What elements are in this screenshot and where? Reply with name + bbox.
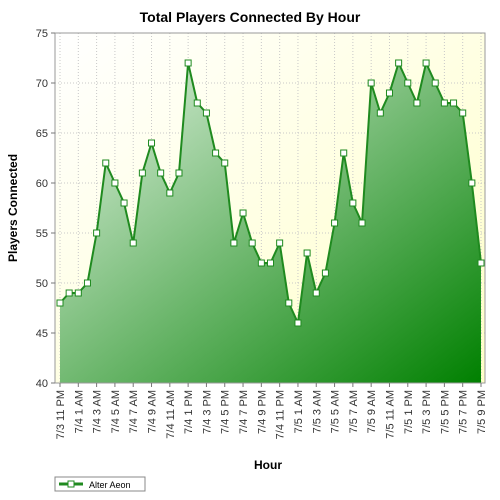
series-area-alter-aeon (60, 63, 481, 383)
data-point (267, 259, 274, 267)
plot-border (54, 32, 486, 384)
data-point (193, 99, 201, 107)
data-point (129, 239, 137, 247)
data-point (166, 189, 174, 197)
x-tick-label: 7/4 5 AM (110, 390, 122, 433)
y-tick-label: 40 (36, 378, 48, 390)
y-tick-label: 45 (36, 328, 48, 340)
x-tick-label: 7/5 5 PM (439, 390, 451, 434)
y-tick-label: 65 (36, 128, 48, 140)
data-point (413, 99, 421, 107)
y-axis-label: Players Connected (6, 154, 20, 262)
y-tick-label: 55 (36, 228, 48, 240)
data-point (477, 259, 485, 267)
data-points (56, 59, 485, 327)
data-point (111, 179, 119, 187)
data-point (303, 249, 311, 257)
data-point (358, 219, 366, 227)
data-point (184, 59, 192, 67)
data-point (230, 239, 238, 247)
legend-marker (67, 480, 75, 488)
data-point (175, 169, 183, 177)
x-tick-label: 7/3 11 PM (55, 390, 67, 439)
data-point (257, 259, 265, 267)
data-point (276, 239, 284, 247)
x-tick-label: 7/5 9 AM (366, 390, 378, 433)
data-point (431, 79, 439, 87)
data-point (349, 199, 357, 207)
y-tick-label: 75 (36, 28, 48, 40)
x-tick-label: 7/4 9 PM (256, 390, 268, 434)
x-tick-label: 7/4 9 AM (147, 390, 159, 433)
data-point (120, 199, 128, 207)
legend: Alter Aeon (54, 476, 146, 492)
x-tick-label: 7/5 7 AM (348, 390, 360, 433)
x-tick-label: 7/5 5 AM (330, 390, 342, 433)
data-point (285, 299, 293, 307)
data-point (157, 169, 165, 177)
x-tick-label: 7/4 1 PM (183, 390, 195, 434)
data-point (212, 149, 220, 157)
data-point (138, 169, 146, 177)
y-tick-label: 50 (36, 278, 48, 290)
data-point (102, 159, 110, 167)
x-axis: 7/3 11 PM 7/4 1 AM 7/4 3 AM 7/4 5 AM 7/4 7 A… (55, 383, 488, 439)
x-tick-label: 7/5 1 AM (293, 390, 305, 433)
data-point (294, 319, 302, 327)
data-point (148, 139, 156, 147)
x-tick-label: 7/4 5 PM (220, 390, 232, 434)
y-tick-label: 60 (36, 178, 48, 190)
x-axis-label: Hour (254, 458, 282, 472)
data-point (404, 79, 412, 87)
x-tick-label: 7/5 3 PM (421, 390, 433, 434)
data-point (248, 239, 256, 247)
y-tick-label: 70 (36, 78, 48, 90)
data-point (422, 59, 430, 67)
data-point (221, 159, 229, 167)
x-tick-label: 7/4 3 PM (201, 390, 213, 434)
x-tick-label: 7/5 7 PM (458, 390, 470, 434)
data-point (312, 289, 320, 297)
x-tick-label: 7/5 11 AM (384, 390, 396, 439)
data-point (93, 229, 101, 237)
data-point (321, 269, 329, 277)
plot-area (54, 32, 486, 384)
data-point (367, 79, 375, 87)
x-tick-label: 7/5 1 PM (403, 390, 415, 434)
data-point (239, 209, 247, 217)
data-point (385, 89, 393, 97)
x-tick-label: 7/5 3 AM (311, 390, 323, 433)
data-point (440, 99, 448, 107)
x-tick-label: 7/4 11 PM (275, 390, 287, 439)
data-point (74, 289, 82, 297)
x-tick-label: 7/4 11 AM (165, 390, 177, 439)
x-tick-label: 7/4 7 AM (128, 390, 140, 433)
data-point (202, 109, 210, 117)
data-point (450, 99, 458, 107)
data-point (395, 59, 403, 67)
x-tick-label: 7/4 3 AM (92, 390, 104, 433)
data-point (331, 219, 339, 227)
data-point (56, 299, 64, 307)
legend-label: Alter Aeon (89, 480, 131, 490)
x-tick-label: 7/5 9 PM (476, 390, 488, 434)
data-point (376, 109, 384, 117)
data-point (340, 149, 348, 157)
y-axis: 40 45 50 55 60 65 70 75 (36, 28, 55, 390)
chart-title: Total Players Connected By Hour (140, 9, 361, 25)
legend-box (54, 476, 146, 492)
data-point (65, 289, 73, 297)
x-tick-label: 7/4 1 AM (73, 390, 85, 433)
data-point (468, 179, 476, 187)
data-point (459, 109, 467, 117)
data-point (83, 279, 91, 287)
x-tick-label: 7/4 7 PM (238, 390, 250, 434)
